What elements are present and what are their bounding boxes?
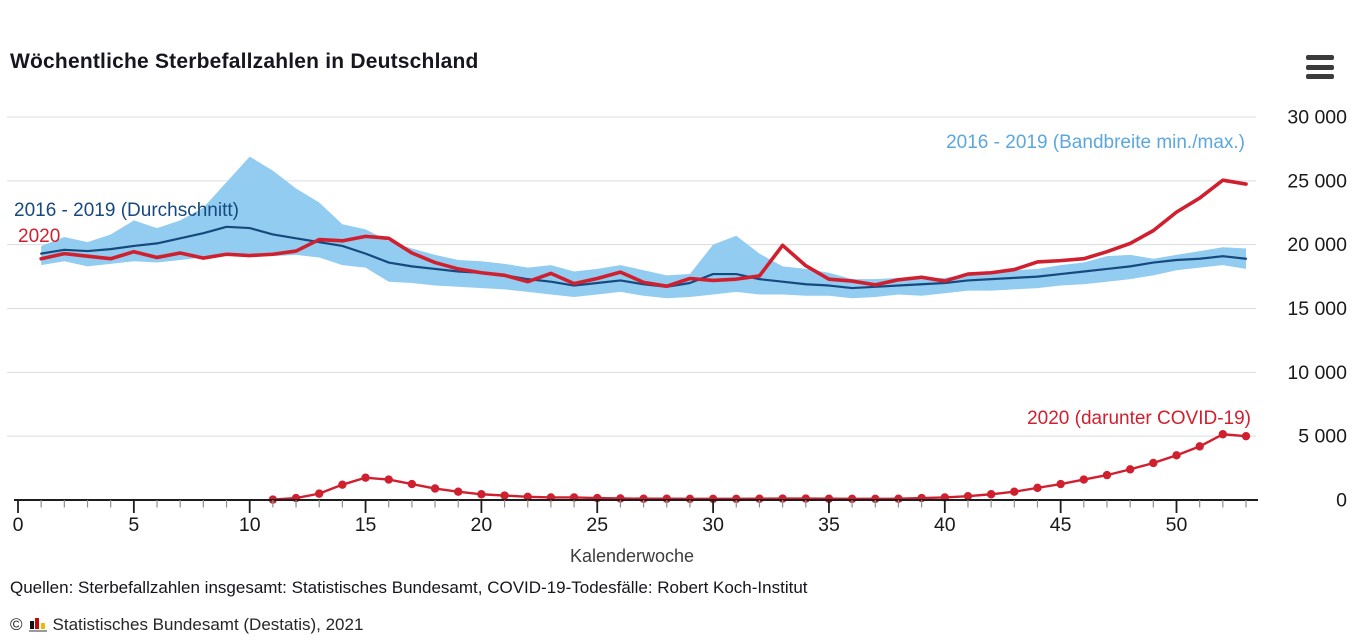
sources-note: Quellen: Sterbefallzahlen insgesamt: Sta… <box>10 578 808 597</box>
svg-text:30 000: 30 000 <box>1287 107 1347 129</box>
x-axis-title: Kalenderwoche <box>569 546 695 566</box>
destatis-bar-chart-logo-icon <box>28 617 47 633</box>
svg-text:30: 30 <box>702 514 724 536</box>
series-covid-2020-markers <box>268 430 1251 504</box>
svg-text:35: 35 <box>818 514 840 536</box>
svg-text:20 000: 20 000 <box>1287 234 1347 256</box>
legend-label-2020: 2020 <box>18 226 61 247</box>
svg-text:0: 0 <box>1336 490 1347 512</box>
svg-text:50: 50 <box>1166 514 1188 536</box>
svg-text:15: 15 <box>355 514 377 536</box>
svg-text:10: 10 <box>239 514 261 536</box>
svg-text:25 000: 25 000 <box>1287 170 1347 192</box>
copyright-text: Statistisches Bundesamt (Destatis), 2021 <box>52 615 364 634</box>
legend-label-covid: 2020 (darunter COVID-19) <box>1027 408 1251 429</box>
series-covid-2020 <box>271 433 1248 501</box>
copyright-note: © Statistisches Bundesamt (Destatis), 20… <box>10 615 363 635</box>
series-2020 <box>39 178 1248 288</box>
svg-text:15 000: 15 000 <box>1287 298 1347 320</box>
x-axis: 0 5 10 15 20 25 30 35 40 45 50 <box>13 499 1258 536</box>
chart-title: Wöchentliche Sterbefallzahlen in Deutsch… <box>10 50 479 73</box>
svg-text:5: 5 <box>128 514 139 536</box>
svg-text:25: 25 <box>586 514 608 536</box>
series-band-minmax <box>41 156 1247 299</box>
svg-text:10 000: 10 000 <box>1287 362 1347 384</box>
series-average-2016-2019 <box>40 225 1248 290</box>
svg-text:5 000: 5 000 <box>1298 426 1347 448</box>
legend-label-band: 2016 - 2019 (Bandbreite min./max.) <box>946 132 1245 153</box>
y-axis-labels: 0 5 000 10 000 15 000 20 000 25 000 30 000 <box>1287 107 1347 512</box>
menu-button[interactable] <box>1306 55 1336 79</box>
svg-text:40: 40 <box>934 514 956 536</box>
copyright-symbol: © <box>10 615 23 634</box>
svg-text:0: 0 <box>13 514 24 536</box>
hamburger-menu-icon <box>1306 55 1334 60</box>
svg-text:20: 20 <box>471 514 493 536</box>
legend-label-average: 2016 - 2019 (Durchschnitt) <box>14 200 239 221</box>
svg-text:45: 45 <box>1050 514 1072 536</box>
